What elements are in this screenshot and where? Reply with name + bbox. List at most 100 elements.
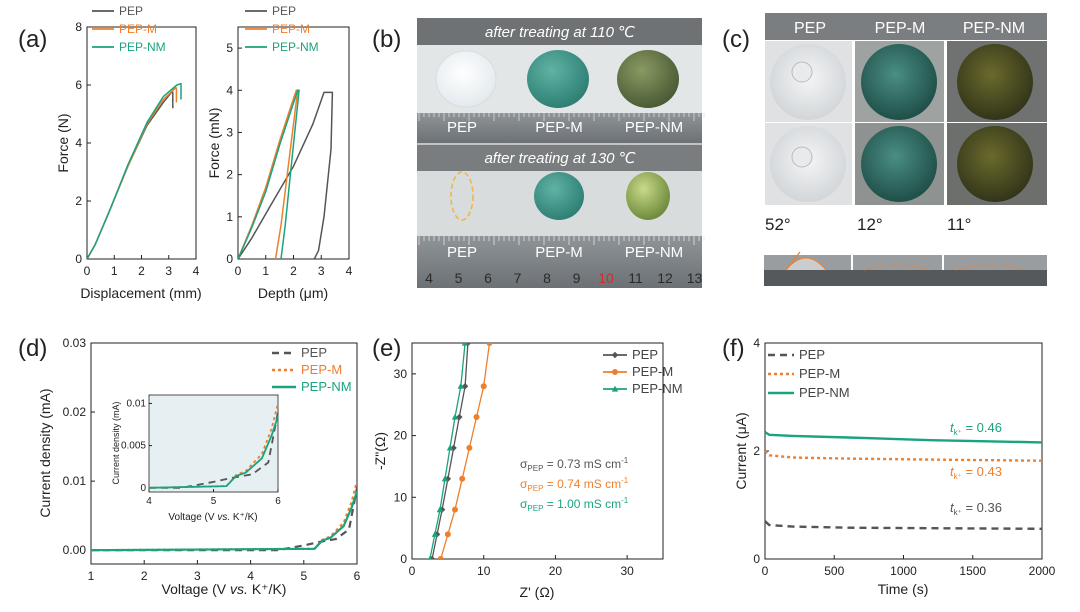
y-axis-label: -Z"(Ω): [372, 432, 388, 470]
x-tick-label: 20: [549, 564, 563, 578]
x-tick-label: 5: [300, 569, 307, 583]
banner-130-text: after treating at 130 ℃: [484, 150, 635, 167]
legend-label-pep: PEP: [272, 4, 296, 18]
x-tick-label: 0: [84, 264, 91, 278]
panel-label-a: (a): [18, 26, 47, 53]
transference-annotation: tk⁺ = 0.36: [950, 500, 1002, 517]
ruler-number: 5: [455, 270, 463, 286]
inset-x-label-vs: vs.: [217, 512, 230, 523]
y-tick-label: 0.01: [63, 474, 87, 488]
x-tick-label: 2: [141, 569, 148, 583]
data-point-pep-m: [459, 475, 466, 482]
conductivity-value: = 0.74 mS cm: [543, 477, 621, 491]
unit-exponent: -1: [621, 456, 629, 465]
y-tick-label: 8: [75, 20, 82, 34]
plot-frame: [90, 342, 358, 565]
y-tick-label: 0.02: [63, 405, 87, 419]
ruler-number: 10: [598, 270, 614, 286]
x-tick-label: 1000: [890, 564, 917, 578]
inset-x-tick-label: 5: [211, 496, 217, 507]
sigma-subscript: PEP: [527, 484, 543, 493]
chart-force-depth: 0 1 2 3 4 0 1 2 3 4 5 PEP PEP-M PEP-NM Depth (μm) For…: [206, 4, 353, 301]
banner-130: [417, 145, 702, 171]
series-line-pep-nm: [87, 82, 182, 259]
legend-marker: [611, 351, 619, 359]
contact-angle-tangent: [785, 251, 801, 271]
sigma-subscript: PEP: [527, 504, 543, 513]
y-tick-label: 4: [75, 136, 82, 150]
y-tick-label: 6: [75, 78, 82, 92]
sample-pep-top: [770, 44, 846, 120]
x-tick-label: 500: [824, 564, 844, 578]
droplet-pep-top: [791, 61, 813, 83]
inset-x-tick-label: 4: [146, 496, 152, 507]
x-tick-label: 30: [620, 564, 634, 578]
data-point-pep-nm: [431, 530, 439, 537]
x-tick-label: 0: [762, 564, 769, 578]
sigma-symbol: σ: [520, 477, 528, 491]
data-point-pep-nm: [461, 343, 469, 346]
data-point-pep-m: [437, 556, 444, 559]
legend-label-pep-m: PEP-M: [301, 362, 342, 377]
disc-pep-110: [435, 50, 497, 108]
transference-value: = 0.36: [962, 500, 1002, 515]
sample-pepm-bottom: [861, 126, 937, 202]
x-tick-label: 4: [346, 264, 353, 278]
y-tick-label: 0.00: [63, 543, 87, 557]
legend-label-pep-nm: PEP-NM: [301, 379, 352, 394]
data-point-pep: [461, 383, 469, 390]
sample-pepm-top: [861, 44, 937, 120]
panel-label-b: (b): [372, 26, 401, 53]
ruler-number: 12: [657, 270, 673, 286]
inset-y-tick-label: 0: [140, 483, 146, 494]
inset-x-label-end: K⁺/K): [230, 512, 258, 523]
x-axis-label: Displacement (mm): [80, 285, 201, 301]
series-line-pep-nm: [238, 89, 300, 259]
baseline-shade: [764, 270, 1047, 286]
angle-pep: 52°: [765, 215, 791, 234]
y-tick-label: 4: [753, 336, 760, 350]
x-tick-label: 4: [247, 569, 254, 583]
data-point-pep: [456, 413, 463, 421]
x-tick-label: 1500: [959, 564, 986, 578]
angle-pepm: 12°: [857, 215, 883, 234]
x-axis-label: Z' (Ω): [520, 584, 555, 600]
conductivity-annotation: σPEP = 0.73 mS cm-1: [520, 456, 629, 473]
x-axis-label: Time (s): [878, 581, 929, 597]
y-tick-label: 0: [400, 552, 407, 566]
y-tick-label: 0.03: [63, 336, 87, 350]
x-axis-label: Voltage (V vs. K⁺/K): [162, 581, 287, 597]
disc-pepm-110: [527, 50, 589, 108]
data-point-pep-m: [486, 343, 493, 346]
series-line-pep-m: [765, 450, 1042, 462]
x-tick-label: 0: [409, 564, 416, 578]
banner-110: [417, 18, 702, 45]
conductivity-annotation: σPEP = 0.74 mS cm-1: [520, 476, 629, 493]
y-tick-label: 4: [226, 83, 233, 97]
legend-label-pep-m: PEP-M: [119, 22, 157, 36]
series-line-pep-m: [440, 343, 491, 559]
label-pep-upper: PEP: [447, 119, 477, 136]
header-pepnm: PEP-NM: [963, 20, 1025, 37]
x-axis-label-end: K⁺/K): [248, 581, 287, 597]
legend-label-pep: PEP: [301, 345, 327, 360]
series-line-pep: [765, 520, 1042, 530]
legend-label-pep-nm: PEP-NM: [632, 381, 683, 396]
y-tick-label: 5: [226, 41, 233, 55]
photo-panel-b: after treating at 110 ℃ PEP PEP-M PEP-NM…: [417, 18, 705, 288]
y-tick-label: 0: [226, 252, 233, 266]
label-pepm-lower: PEP-M: [535, 244, 583, 261]
data-point-pep-nm: [428, 555, 432, 559]
legend-marker: [611, 385, 619, 392]
legend-label-pep-nm: PEP-NM: [799, 385, 850, 400]
inset-y-tick-label: 0.01: [127, 398, 147, 409]
legend-label-pep-nm: PEP-NM: [272, 40, 319, 54]
panel-label-f: (f): [722, 335, 745, 362]
ruler-number: 13: [687, 270, 703, 286]
conductivity-value: = 0.73 mS cm: [543, 457, 621, 471]
x-tick-label: 6: [354, 569, 361, 583]
ruler-number: 6: [484, 270, 492, 286]
t-subscript: k⁺: [954, 508, 962, 517]
